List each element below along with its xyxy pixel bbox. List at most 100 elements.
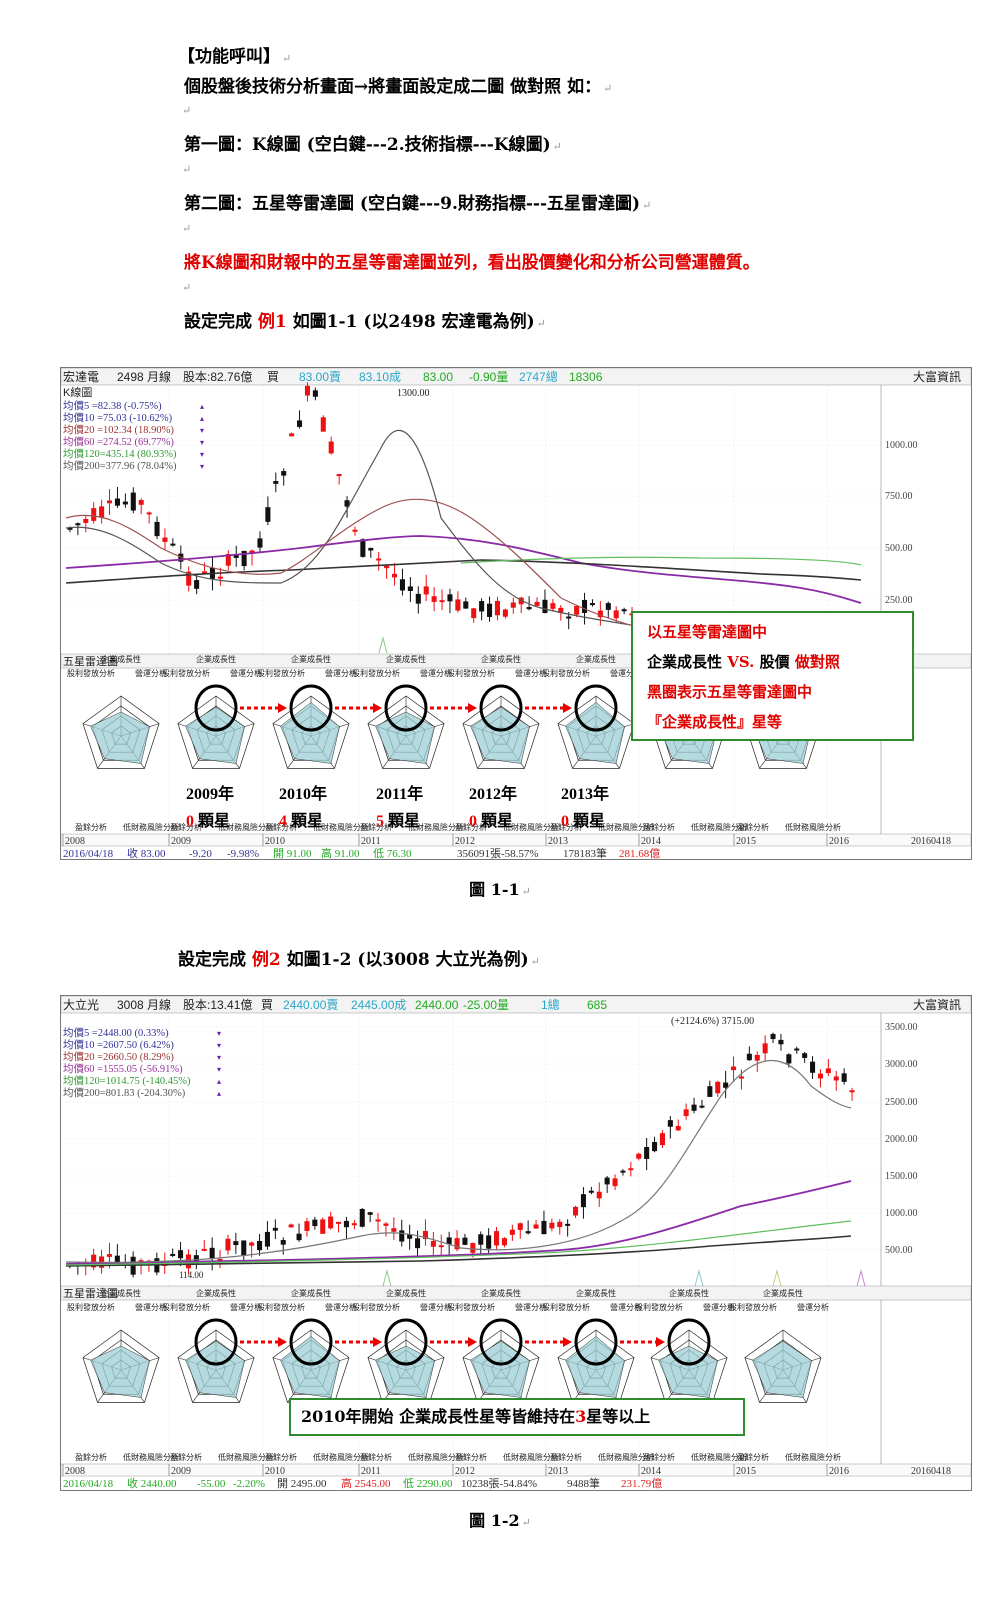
candle-body (91, 508, 97, 521)
indicator-spike (378, 636, 388, 654)
ma-arrow-icon: ▾ (200, 462, 204, 471)
status-change: -9.20 (189, 848, 212, 859)
radar-axis-label: 低財務風險分析 (123, 1452, 179, 1462)
candle-body (280, 1240, 286, 1245)
y-tick: 1000.00 (885, 440, 918, 451)
candle-body (391, 1228, 397, 1232)
indicator-spike (382, 1269, 392, 1287)
y-tick: 2500.00 (885, 1097, 918, 1108)
candle-body (613, 610, 619, 619)
figure-1-2: 大立光 3008 月線 股本:13.41億 買 2440.00賣 2445.00… (60, 995, 972, 1491)
candle-body (384, 565, 390, 569)
function-title: 【功能呼叫】 ↵ (178, 47, 292, 67)
axis-end-date: 20160418 (911, 1466, 951, 1477)
candle-body (565, 1223, 571, 1226)
candle-body (738, 1076, 744, 1079)
ma20-line (65, 498, 682, 637)
candle-body (122, 501, 128, 505)
status-volume: 10238張-54.84% (461, 1477, 537, 1490)
candle-body (360, 539, 366, 557)
bid-price: 2440.00賣 (283, 997, 338, 1012)
status-open: 開 2495.00 (277, 1477, 327, 1490)
y-tick: 750.00 (885, 491, 913, 502)
radar-axis-label: 股利發放分析 (352, 668, 400, 678)
candle-body (407, 1234, 413, 1239)
candle-body (257, 1241, 263, 1251)
total-volume: 685 (587, 998, 607, 1012)
candle-body (699, 1105, 705, 1108)
candle-body (541, 1220, 547, 1235)
axis-year: 2008 (65, 836, 85, 847)
ma-arrow-icon: ▾ (217, 1053, 221, 1062)
ma-arrow-icon: ▾ (200, 450, 204, 459)
figure-1-2-svg: 大立光 3008 月線 股本:13.41億 買 2440.00賣 2445.00… (61, 996, 971, 1490)
radar-panel-label: 五星雷達圖 (63, 655, 118, 668)
candle-body (454, 1238, 460, 1250)
ma200-readout: 均價200=377.96 (78.04%) (63, 459, 177, 472)
candle-body (833, 1076, 839, 1081)
volume: 1總 (541, 997, 560, 1012)
year-label: 2013年 (561, 784, 609, 803)
radar-axis-label: 低財務風險分析 (123, 822, 179, 832)
y-tick: 1500.00 (885, 1171, 918, 1182)
candle-body (644, 1147, 650, 1160)
growth-highlight-circle (574, 684, 618, 732)
star-count: 0 顆星 (186, 812, 230, 830)
candle-body (494, 600, 500, 616)
candle-body (802, 1053, 808, 1058)
candle-body (723, 1082, 729, 1088)
last-price: 83.00 (423, 370, 453, 384)
candle-body (241, 550, 247, 567)
candlesticks (67, 382, 635, 630)
candle-body (471, 608, 477, 619)
candle-body (320, 1219, 326, 1234)
status-amount: 281.68億 (619, 847, 660, 859)
indicator-spike (772, 1269, 782, 1287)
radar-axis-label: 企業成長性 (669, 1288, 709, 1298)
candle-body (621, 609, 627, 612)
candle-body (225, 554, 231, 566)
candle-body (328, 441, 334, 454)
volume: 2747總 (519, 369, 558, 384)
intro-line-2: 第一圖：K線圖 (空白鍵---2.技術指標---K線圖) ↵ (184, 135, 562, 155)
candle-body (233, 554, 239, 558)
candle-body (825, 1068, 831, 1074)
radar-axis-label: 企業成長性 (101, 654, 141, 664)
candle-body (462, 1237, 468, 1245)
axis-year: 2015 (736, 1466, 756, 1477)
radar-axis-label: 盈餘分析 (75, 1452, 107, 1462)
status-low: 低 76.30 (373, 847, 412, 859)
candle-body (526, 607, 532, 610)
status-amount: 231.79億 (621, 1477, 662, 1490)
arrow-head-icon (468, 703, 477, 713)
ma200-line (65, 1235, 852, 1267)
candle-body (178, 1250, 184, 1259)
candle-body (273, 481, 279, 484)
candle-body (589, 603, 595, 606)
candle-body (770, 1033, 776, 1040)
candle-body (257, 538, 263, 548)
radar-axis-label: 營運分析 (135, 1302, 167, 1312)
capital: 股本:82.76億 (183, 370, 252, 384)
radar-axis-label: 低財務風險分析 (408, 1452, 464, 1462)
candle-body (67, 527, 73, 530)
radar-axis-label: 低財務風險分析 (785, 1452, 841, 1462)
radar-axis-label: 低財務風險分析 (313, 1452, 369, 1462)
low-price-label: 114.00 (179, 1270, 204, 1280)
axis-year: 2011 (361, 1466, 381, 1477)
radar-axis-label: 股利發放分析 (447, 1302, 495, 1312)
growth-highlight-circle (194, 1318, 238, 1366)
candle-body (138, 500, 144, 505)
arrow-head-icon (278, 703, 287, 713)
candle-body (659, 1133, 665, 1146)
candle-body (652, 1142, 658, 1152)
candle-body (542, 599, 548, 614)
radar-axis-label: 低財務風險分析 (313, 822, 369, 832)
candle-body (597, 610, 603, 618)
radar-axis-label: 盈餘分析 (360, 1452, 392, 1462)
